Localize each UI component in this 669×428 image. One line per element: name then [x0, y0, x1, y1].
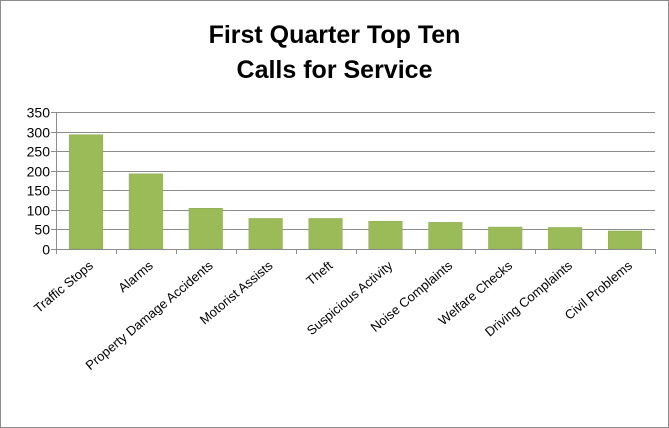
bars: [68, 134, 643, 250]
y-tick-label: 250: [27, 144, 51, 160]
bar: [128, 173, 163, 250]
bar: [608, 230, 643, 250]
x-tick-label: Theft: [303, 258, 336, 289]
chart-title-line-1: First Quarter Top Ten: [208, 21, 461, 49]
chart-title-line-2: Calls for Service: [236, 56, 433, 84]
y-tick-label: 350: [27, 105, 51, 121]
bar: [548, 227, 583, 250]
x-tick-label: Alarms: [115, 257, 156, 295]
bar: [428, 222, 463, 250]
x-tick-label: Traffic Stops: [31, 257, 96, 315]
bar: [308, 218, 343, 250]
bar: [368, 220, 403, 250]
y-tick-label: 150: [27, 183, 51, 199]
bar: [188, 208, 223, 250]
y-tick-label: 50: [34, 222, 50, 238]
y-tick-label: 0: [42, 242, 50, 258]
bar: [68, 134, 103, 250]
y-tick-label: 300: [27, 125, 51, 141]
bar: [248, 218, 283, 250]
y-tick-label: 200: [27, 164, 51, 180]
y-tick-label: 100: [27, 203, 51, 219]
bar: [488, 226, 523, 250]
y-axis: 0 50 100 150 200 250 300 350: [27, 105, 57, 258]
chart-title: First Quarter Top Ten Calls for Service: [0, 18, 669, 88]
